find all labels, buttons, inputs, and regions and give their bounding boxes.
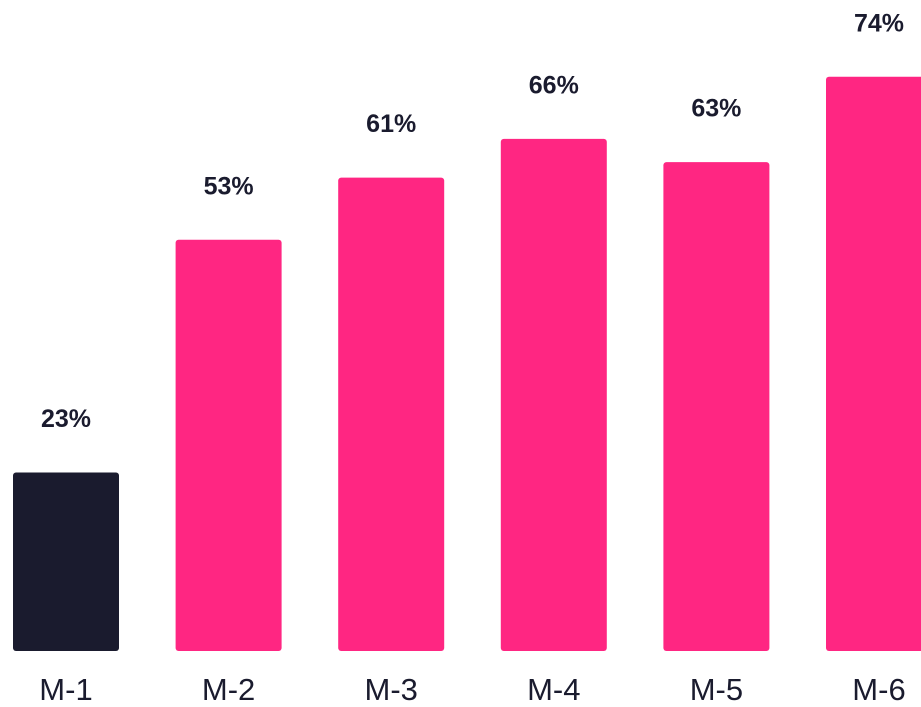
bar <box>500 138 607 652</box>
x-tick-label: M-3 <box>365 672 418 707</box>
value-label: 74% <box>854 9 904 37</box>
bar <box>826 76 921 651</box>
value-label: 66% <box>529 71 579 99</box>
value-label: 23% <box>41 405 91 433</box>
value-label: 53% <box>204 172 254 200</box>
x-tick-label: M-5 <box>690 672 743 707</box>
bar <box>13 472 119 651</box>
bar <box>175 239 282 651</box>
x-tick-label: M-6 <box>852 672 905 707</box>
bar <box>663 162 770 651</box>
bar <box>338 177 445 651</box>
x-tick-label: M-2 <box>202 672 255 707</box>
x-tick-label: M-4 <box>527 672 580 707</box>
x-tick-label: M-1 <box>39 672 92 707</box>
value-label: 63% <box>691 95 741 123</box>
value-label: 61% <box>366 110 416 138</box>
